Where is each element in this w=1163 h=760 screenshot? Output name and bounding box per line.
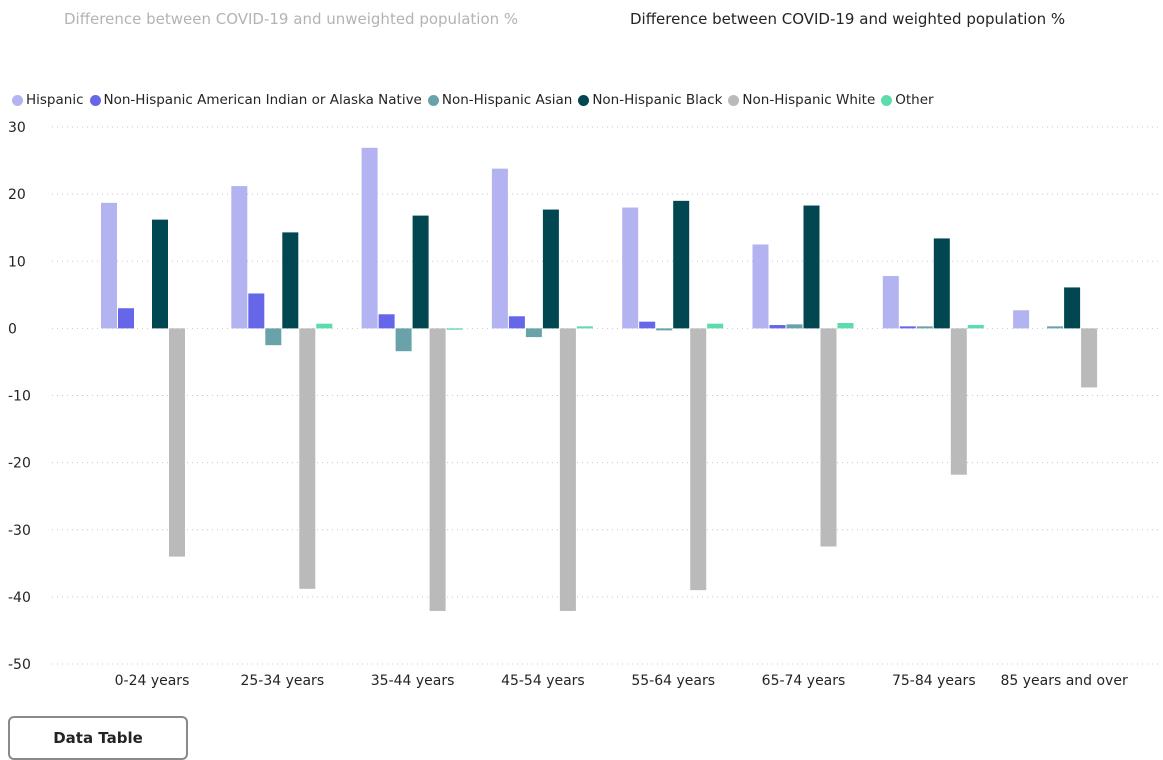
- bar: [820, 328, 837, 547]
- bar: [673, 200, 690, 329]
- bar: [933, 238, 950, 329]
- bar: [950, 328, 967, 475]
- legend-swatch: [578, 94, 590, 106]
- tab-unweighted[interactable]: Difference between COVID-19 and unweight…: [64, 10, 519, 28]
- bar: [101, 202, 117, 329]
- bar: [786, 324, 803, 329]
- bar: [1064, 287, 1081, 329]
- chart-legend: Hispanic Non-Hispanic American Indian or …: [12, 90, 940, 110]
- y-tick-label: 0: [8, 321, 17, 337]
- bar-chart: 30 20 10 0 -10 -20 -30 -40 -50 0-24 years 25-34 ye…: [8, 120, 1158, 689]
- y-tick-label: 10: [8, 254, 26, 270]
- bar: [429, 328, 446, 611]
- bar: [118, 308, 134, 329]
- bar: [882, 276, 899, 329]
- bar: [639, 321, 656, 329]
- legend-item[interactable]: Non-Hispanic American Indian or Alaska N…: [89, 92, 422, 108]
- bar: [1013, 310, 1030, 329]
- bar: [395, 328, 412, 352]
- bar: [525, 328, 542, 338]
- bar: [508, 316, 525, 329]
- legend-swatch: [12, 94, 23, 106]
- bar: [412, 215, 429, 329]
- bar: [837, 323, 854, 329]
- bar: [690, 328, 707, 591]
- bar: [916, 326, 933, 329]
- legend-swatch: [728, 94, 740, 106]
- y-tick-label: -30: [8, 523, 31, 539]
- bar: [265, 328, 282, 346]
- legend-item[interactable]: Non-Hispanic White: [728, 92, 875, 108]
- bar: [559, 328, 576, 611]
- x-tick-label: 0-24 years: [115, 673, 190, 689]
- bar: [1047, 326, 1064, 329]
- x-tick-label: 25-34 years: [240, 673, 324, 689]
- legend-swatch: [89, 94, 101, 106]
- bar: [361, 147, 378, 329]
- view-tabs: Difference between COVID-19 and unweight…: [0, 8, 1163, 32]
- y-tick-label: 30: [8, 120, 26, 136]
- bar: [752, 244, 769, 329]
- legend-label: Hispanic: [26, 92, 84, 108]
- y-tick-label: -40: [8, 590, 31, 606]
- data-table-button[interactable]: Data Table: [8, 716, 188, 760]
- legend-label: Non-Hispanic Black: [592, 92, 723, 108]
- bar: [169, 328, 185, 557]
- x-tick-label: 65-74 years: [762, 673, 846, 689]
- y-tick-label: -50: [8, 657, 31, 673]
- bar: [299, 328, 316, 589]
- bar: [542, 209, 559, 329]
- bar: [152, 219, 168, 329]
- bar: [656, 328, 673, 331]
- x-tick-label: 75-84 years: [892, 673, 976, 689]
- bar: [378, 314, 395, 329]
- bar: [899, 326, 916, 329]
- legend-label: Non-Hispanic American Indian or Alaska N…: [103, 92, 422, 108]
- bar: [316, 323, 333, 329]
- bar: [1081, 328, 1098, 388]
- x-tick-label: 85 years and over: [1000, 673, 1127, 689]
- y-tick-label: 20: [8, 187, 26, 203]
- legend-swatch: [427, 94, 439, 106]
- legend-item[interactable]: Other: [881, 92, 934, 108]
- bar: [622, 207, 639, 329]
- bar: [707, 323, 724, 329]
- legend-item[interactable]: Non-Hispanic Asian: [427, 92, 573, 108]
- y-tick-label: -10: [8, 389, 31, 405]
- x-tick-label: 35-44 years: [371, 673, 455, 689]
- legend-label: Non-Hispanic Asian: [441, 92, 573, 108]
- bar: [491, 168, 508, 329]
- bar: [446, 328, 463, 330]
- x-tick-label: 55-64 years: [631, 673, 715, 689]
- legend-swatch: [881, 94, 893, 106]
- legend-label: Other: [895, 92, 934, 108]
- bar: [282, 232, 299, 329]
- tab-weighted[interactable]: Difference between COVID-19 and weighted…: [630, 10, 1066, 28]
- legend-item[interactable]: Hispanic: [12, 92, 84, 108]
- bar: [231, 186, 248, 329]
- bar: [769, 325, 786, 329]
- bar: [576, 326, 593, 329]
- x-tick-label: 45-54 years: [501, 673, 585, 689]
- bar: [248, 293, 265, 329]
- bar: [803, 205, 820, 329]
- legend-item[interactable]: Non-Hispanic Black: [578, 92, 722, 108]
- y-tick-label: -20: [8, 456, 31, 472]
- bar: [967, 325, 984, 329]
- legend-label: Non-Hispanic White: [742, 92, 876, 108]
